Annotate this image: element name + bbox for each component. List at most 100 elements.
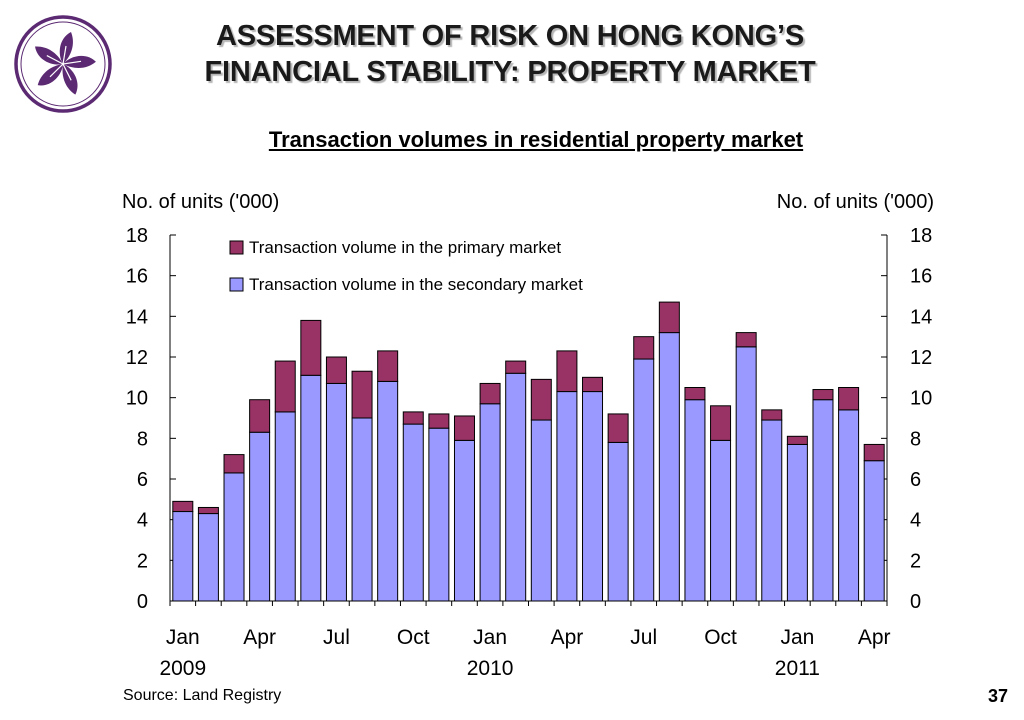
bar-primary-market (428, 413, 450, 429)
bar-secondary-market (838, 409, 860, 602)
y-axis-label-left: No. of units ('000) (122, 191, 279, 213)
y-tick-label-right: 12 (910, 347, 932, 369)
bar-primary-market (223, 454, 245, 474)
y-tick-label-right: 4 (910, 510, 921, 532)
bar-secondary-market (684, 399, 706, 602)
bar-secondary-market (812, 399, 834, 602)
bar-primary-market (197, 506, 219, 515)
bar-primary-market (325, 356, 347, 384)
y-tick-label-left: 16 (126, 266, 148, 288)
y-tick-label-left: 8 (137, 428, 148, 450)
bar-primary-market (453, 415, 475, 441)
bar-primary-market (402, 411, 424, 425)
bar-primary-market (658, 301, 680, 334)
page-title-line-2: FINANCIAL STABILITY: PROPERTY MARKET (204, 56, 816, 88)
bar-secondary-market (505, 372, 527, 602)
bar-secondary-market (402, 423, 424, 602)
x-tick-label-month: Apr (551, 626, 584, 649)
bar-primary-market (351, 370, 373, 419)
bar-primary-market (300, 319, 322, 376)
y-tick-label-left: 4 (137, 510, 148, 532)
bar-secondary-market (710, 439, 732, 602)
bar-primary-market (556, 350, 578, 393)
bar-secondary-market (786, 443, 808, 602)
y-tick-label-right: 16 (910, 266, 932, 288)
x-tick-label-year: 2009 (159, 657, 206, 680)
bar-primary-market (761, 409, 783, 421)
bar-secondary-market (582, 391, 604, 602)
bar-primary-market (582, 376, 604, 393)
bar-primary-market (786, 435, 808, 445)
y-tick-label-left: 10 (126, 388, 148, 410)
page-title-line-1: ASSESSMENT OF RISK ON HONG KONG’S (216, 20, 804, 52)
bar-primary-market (172, 500, 194, 513)
y-tick-label-left: 6 (137, 469, 148, 491)
bar-primary-market (710, 405, 732, 441)
bar-secondary-market (735, 346, 757, 602)
y-tick-label-right: 0 (910, 591, 921, 613)
y-tick-label-right: 18 (910, 225, 932, 247)
y-tick-label-right: 10 (910, 388, 932, 410)
bar-primary-market (633, 336, 655, 360)
bar-secondary-market (300, 374, 322, 602)
page-number: 37 (987, 686, 1008, 706)
bar-primary-market (377, 350, 399, 382)
bar-secondary-market (223, 472, 245, 602)
bar-secondary-market (556, 391, 578, 602)
bar-primary-market (812, 389, 834, 401)
x-tick-label-month: Jan (780, 626, 814, 649)
x-tick-label-month: Oct (704, 626, 737, 649)
y-tick-label-right: 6 (910, 469, 921, 491)
legend-swatch (229, 240, 244, 255)
bar-secondary-market (761, 419, 783, 602)
bar-secondary-market (658, 332, 680, 602)
bar-primary-market (735, 332, 757, 348)
y-tick-label-left: 0 (137, 591, 148, 613)
bar-secondary-market (863, 460, 885, 602)
x-tick-label-month: Jan (166, 626, 200, 649)
y-axis-label-right: No. of units ('000) (777, 191, 934, 213)
bauhinia-flower-logo-icon (14, 15, 112, 113)
x-tick-label-month: Jan (473, 626, 507, 649)
x-tick-label-month: Apr (243, 626, 276, 649)
x-tick-label-month: Oct (397, 626, 430, 649)
bar-primary-market (479, 382, 501, 405)
bar-secondary-market (249, 431, 271, 602)
y-tick-label-left: 2 (137, 550, 148, 572)
source-note: Source: Land Registry (123, 687, 282, 704)
bar-primary-market (249, 399, 271, 433)
legend-swatch (229, 277, 244, 292)
bar-secondary-market (428, 427, 450, 602)
x-tick-label-month: Apr (858, 626, 891, 649)
x-tick-label-month: Jul (323, 626, 350, 649)
legend-label: Transaction volume in the primary market (249, 238, 561, 257)
bar-secondary-market (197, 513, 219, 602)
bar-primary-market (838, 387, 860, 411)
y-tick-label-left: 18 (126, 225, 148, 247)
bar-secondary-market (633, 358, 655, 602)
bar-secondary-market (453, 439, 475, 602)
bar-secondary-market (530, 419, 552, 602)
y-tick-label-left: 12 (126, 347, 148, 369)
y-tick-label-right: 2 (910, 550, 921, 572)
bar-primary-market (684, 387, 706, 401)
x-tick-label-year: 2011 (775, 657, 820, 680)
x-tick-label-month: Jul (630, 626, 657, 649)
bar-secondary-market (479, 403, 501, 602)
bar-secondary-market (172, 511, 194, 602)
bar-primary-market (274, 360, 296, 413)
x-tick-label-year: 2010 (467, 657, 514, 680)
stacked-bar-chart: No. of units ('000) No. of units ('000) 0 0… (122, 191, 934, 680)
y-tick-label-left: 14 (126, 306, 148, 328)
bar-secondary-market (351, 417, 373, 602)
bar-secondary-market (325, 382, 347, 602)
y-tick-label-right: 8 (910, 428, 921, 450)
bar-primary-market (530, 378, 552, 421)
y-tick-label-right: 14 (910, 306, 932, 328)
legend-label: Transaction volume in the secondary mark… (249, 275, 583, 294)
bar-primary-market (607, 413, 629, 443)
bar-primary-market (863, 443, 885, 462)
bar-secondary-market (377, 380, 399, 602)
chart-title: Transaction volumes in residential prope… (268, 127, 804, 152)
bar-primary-market (505, 360, 527, 374)
